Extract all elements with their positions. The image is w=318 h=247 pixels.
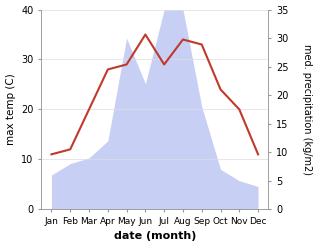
Y-axis label: med. precipitation (kg/m2): med. precipitation (kg/m2) xyxy=(302,44,313,175)
Y-axis label: max temp (C): max temp (C) xyxy=(5,74,16,145)
X-axis label: date (month): date (month) xyxy=(114,231,196,242)
